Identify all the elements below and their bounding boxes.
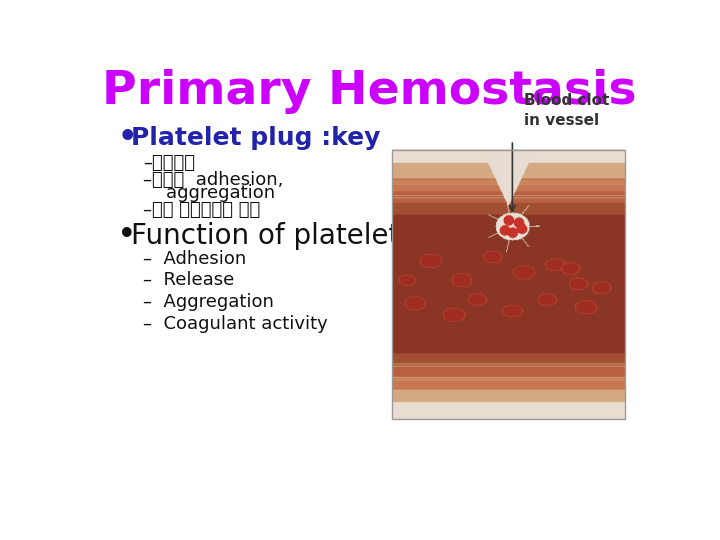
Text: –  Adhesion: – Adhesion bbox=[143, 250, 246, 268]
Text: –혁관수축: –혁관수축 bbox=[143, 153, 194, 172]
Text: Function of platelet: Function of platelet bbox=[131, 222, 400, 249]
Text: aggregation: aggregation bbox=[143, 184, 275, 202]
Text: Blood clot
in vessel: Blood clot in vessel bbox=[524, 93, 609, 128]
Text: Primary Hemostasis: Primary Hemostasis bbox=[102, 69, 636, 114]
Text: •: • bbox=[117, 124, 137, 152]
Text: –  Aggregation: – Aggregation bbox=[143, 293, 274, 311]
Text: –  Coagulant activity: – Coagulant activity bbox=[143, 314, 328, 333]
Text: Platelet plug :key: Platelet plug :key bbox=[131, 126, 380, 150]
Bar bbox=[392, 150, 625, 419]
Text: –  Release: – Release bbox=[143, 272, 234, 289]
Text: –작은 혁관손상의 지혁: –작은 혁관손상의 지혁 bbox=[143, 200, 260, 219]
Text: –혁소판  adhesion,: –혁소판 adhesion, bbox=[143, 171, 283, 190]
Text: •: • bbox=[117, 219, 137, 252]
